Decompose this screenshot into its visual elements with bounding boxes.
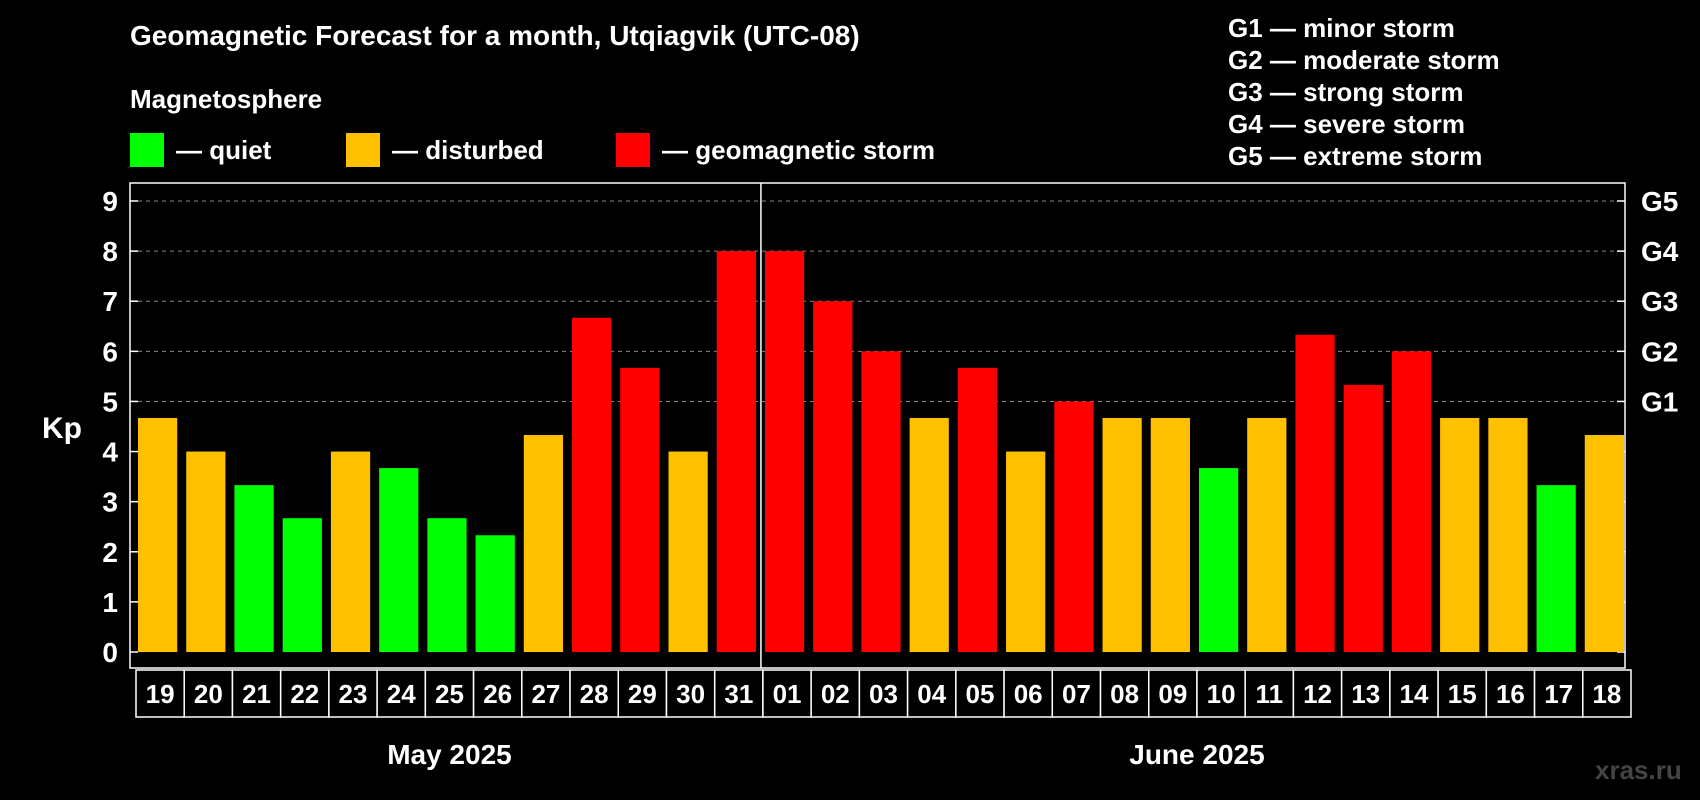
day-label: 20 [194,679,223,709]
g-scale-label: G4 [1641,236,1679,267]
y-axis-title: Kp [42,412,82,445]
day-label: 12 [1303,679,1332,709]
bar-09 [1151,418,1190,652]
bar-15 [1440,418,1479,652]
bar-17 [1537,485,1576,652]
day-label: 29 [628,679,657,709]
bar-28 [572,318,611,652]
day-label: 03 [869,679,898,709]
bar-07 [1054,401,1093,652]
day-label: 07 [1062,679,1091,709]
day-label: 13 [1351,679,1380,709]
y-tick-label: 4 [102,437,118,468]
day-label: 09 [1158,679,1187,709]
y-tick-label: 3 [102,487,118,518]
bar-21 [234,485,273,652]
g-scale-label: G5 [1641,186,1678,217]
kp-bar-chart: 0123456789G1G2G3G4G5Kp19 20 21 22 23 24 25 26 27… [0,0,1700,800]
bar-24 [379,468,418,652]
day-label: 16 [1496,679,1525,709]
bar-02 [813,301,852,652]
y-tick-label: 6 [102,336,118,367]
y-tick-label: 8 [102,236,118,267]
day-label: 01 [773,679,802,709]
bar-31 [717,251,756,652]
bar-06 [1006,452,1045,652]
bar-16 [1488,418,1527,652]
day-label: 23 [339,679,368,709]
day-label: 31 [724,679,753,709]
y-tick-label: 5 [102,386,118,417]
bar-12 [1295,335,1334,652]
bar-25 [427,518,466,652]
bar-20 [186,452,225,652]
bar-04 [910,418,949,652]
watermark: xras.ru [1595,755,1682,786]
bar-27 [524,435,563,652]
bar-13 [1344,385,1383,652]
bar-14 [1392,351,1431,652]
day-label: 08 [1110,679,1139,709]
day-label: 10 [1207,679,1236,709]
y-tick-label: 9 [102,186,118,217]
day-label: 18 [1592,679,1621,709]
day-label: 14 [1400,679,1429,709]
bar-03 [861,351,900,652]
g-scale-label: G3 [1641,286,1678,317]
y-tick-label: 7 [102,286,118,317]
day-label: 11 [1256,679,1284,709]
day-label: 02 [821,679,850,709]
month-label: May 2025 [387,739,512,770]
month-label: June 2025 [1129,739,1264,770]
day-label: 30 [676,679,705,709]
bar-08 [1103,418,1142,652]
bar-23 [331,452,370,652]
y-tick-label: 0 [102,637,118,668]
day-label: 05 [965,679,994,709]
bar-30 [668,452,707,652]
g-scale-label: G2 [1641,336,1678,367]
bar-26 [476,535,515,652]
day-label: 28 [580,679,609,709]
day-label: 06 [1014,679,1043,709]
bar-10 [1199,468,1238,652]
bar-11 [1247,418,1286,652]
day-label: 19 [146,679,175,709]
day-label: 22 [290,679,319,709]
bar-19 [138,418,177,652]
day-label: 24 [387,679,416,709]
bar-22 [283,518,322,652]
day-label: 26 [483,679,512,709]
bar-18 [1585,435,1624,652]
bar-01 [765,251,804,652]
day-label: 25 [435,679,464,709]
day-label: 17 [1544,679,1573,709]
y-tick-label: 2 [102,537,118,568]
day-label: 04 [917,679,946,709]
bar-05 [958,368,997,652]
y-tick-label: 1 [102,587,118,618]
day-label: 21 [242,679,271,709]
day-label: 15 [1448,679,1477,709]
g-scale-label: G1 [1641,386,1678,417]
bar-29 [620,368,659,652]
day-label: 27 [531,679,560,709]
